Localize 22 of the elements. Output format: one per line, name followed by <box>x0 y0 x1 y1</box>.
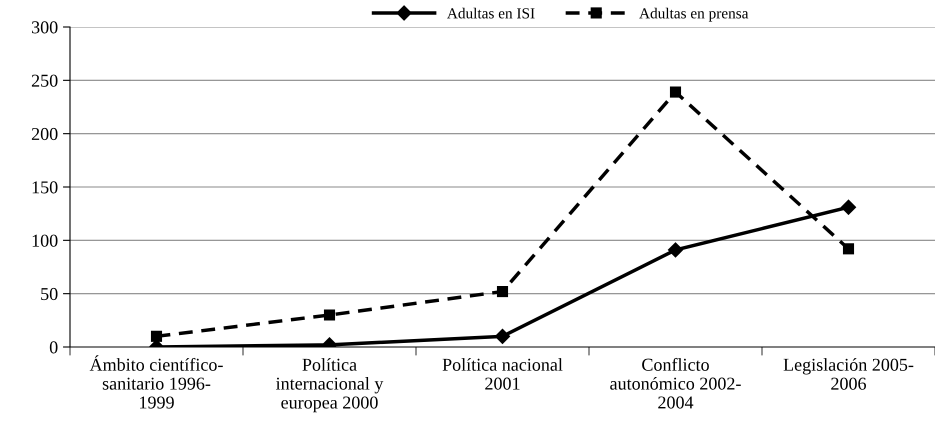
legend-label: Adultas en ISI <box>447 8 535 18</box>
y-tick-label: 150 <box>32 181 58 194</box>
x-tick-label: Conflicto autonómico 2002- 2004 <box>610 358 741 409</box>
point <box>494 328 510 344</box>
point <box>670 86 682 98</box>
y-tick-label: 250 <box>32 74 58 87</box>
x-tick-label: Ámbito científico- sanitario 1996- 1999 <box>90 355 223 409</box>
point <box>668 242 684 258</box>
point <box>496 286 508 298</box>
x-tick-label: Política internacional y europea 2000 <box>276 358 384 412</box>
point <box>324 309 336 321</box>
x-tick-label: Legislación 2005- 2006 <box>784 358 914 390</box>
point <box>842 243 854 254</box>
y-tick-label: 300 <box>32 21 58 34</box>
point <box>150 330 162 342</box>
y-tick-label: 50 <box>41 288 58 300</box>
legend-label: Adultas en prensa <box>639 8 748 22</box>
y-tick-label: 0 <box>50 341 58 354</box>
y-tick-label: 200 <box>32 128 58 140</box>
point <box>840 200 856 215</box>
x-tick-label: Política nacional 2001 <box>442 358 563 390</box>
y-tick-label: 100 <box>32 234 58 247</box>
